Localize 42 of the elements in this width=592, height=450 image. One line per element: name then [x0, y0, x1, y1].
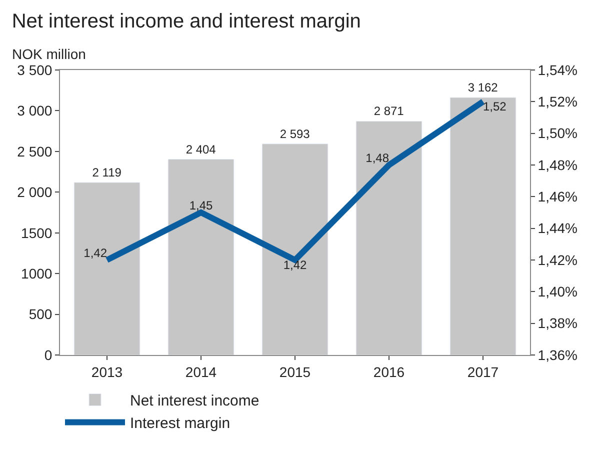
y-axis-title: NOK million — [12, 46, 86, 62]
bar — [262, 144, 328, 355]
legend-label: Interest margin — [130, 415, 230, 432]
data-label: 2 871 — [374, 104, 404, 118]
data-label: 1,52 — [483, 100, 507, 114]
y2-tick-label: 1,40% — [538, 284, 578, 300]
y2-tick-label: 1,38% — [538, 315, 578, 332]
y-tick-label: 1000 — [21, 265, 52, 282]
data-label: 2 404 — [186, 142, 216, 156]
y2-tick-label: 1,52% — [538, 94, 578, 110]
y-tick-label: 3 500 — [17, 62, 52, 78]
x-tick-label: 2013 — [91, 364, 123, 380]
data-label: 3 162 — [468, 80, 498, 95]
bar — [74, 182, 140, 355]
bar — [356, 120, 422, 355]
data-label: 1,48 — [366, 151, 390, 165]
bar — [168, 159, 234, 355]
x-tick-label: 2016 — [373, 364, 405, 380]
data-label: 1,42 — [84, 246, 108, 260]
data-label: 1,42 — [283, 258, 307, 272]
x-tick-label: 2014 — [185, 364, 217, 380]
y-tick-label: 3 000 — [17, 102, 52, 119]
legend-label: Net interest income — [130, 392, 260, 410]
y-tick-label: 2 000 — [17, 184, 52, 200]
data-label: 2 119 — [92, 165, 122, 180]
y2-tick-label: 1,44% — [538, 220, 578, 236]
y-tick-label: 2 500 — [17, 143, 52, 160]
y2-tick-label: 1,54% — [538, 62, 578, 78]
data-label: 1,45 — [189, 198, 213, 212]
y2-tick-label: 1,42% — [538, 252, 578, 268]
chart-title: Net interest income and interest margin — [12, 10, 361, 32]
y-tick-label: 0 — [44, 346, 52, 363]
y2-tick-label: 1,46% — [538, 188, 578, 205]
y2-tick-label: 1,48% — [538, 156, 578, 173]
y-tick-label: 1500 — [21, 224, 52, 241]
bar — [450, 97, 516, 355]
y2-tick-label: 1,50% — [538, 125, 578, 142]
y2-tick-label: 1,36% — [538, 346, 578, 363]
y-tick-label: 500 — [28, 306, 52, 322]
x-tick-label: 2017 — [467, 364, 499, 380]
data-label: 2 593 — [280, 126, 310, 141]
x-tick-label: 2015 — [279, 364, 311, 380]
